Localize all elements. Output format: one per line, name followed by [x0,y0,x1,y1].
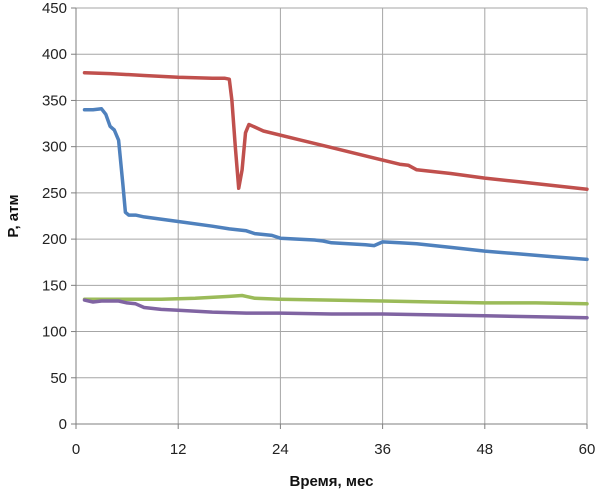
y-tick-label: 100 [42,324,67,341]
grid [76,7,588,424]
x-tick-label: 60 [579,441,596,458]
x-tick-label: 48 [476,441,493,458]
y-tick-label: 450 [42,0,67,17]
series-lines [82,70,589,320]
y-tick-label: 200 [42,231,67,248]
y-axis-title: P, атм [5,194,22,237]
series-line-1 [82,70,589,191]
y-tick-label: 0 [59,416,67,433]
y-tick-label: 350 [42,92,67,109]
series-line-2 [82,107,589,262]
series-line-4 [82,298,589,320]
x-tick-labels: 0 12 24 36 48 60 [72,441,596,458]
y-tick-label: 150 [42,277,67,294]
series-line-3 [82,293,589,306]
y-tick-labels: 0 50 100 150 200 250 300 350 400 450 [42,0,67,433]
x-tick-label: 36 [374,441,391,458]
x-tick-label: 24 [272,441,289,458]
x-tick-label: 12 [170,441,187,458]
axes [71,7,588,429]
y-tick-label: 300 [42,139,67,156]
y-tick-label: 400 [42,46,67,63]
x-tick-label: 0 [72,441,80,458]
y-tick-label: 250 [42,185,67,202]
y-tick-label: 50 [50,370,67,387]
x-axis-title: Время, мес [290,473,374,490]
